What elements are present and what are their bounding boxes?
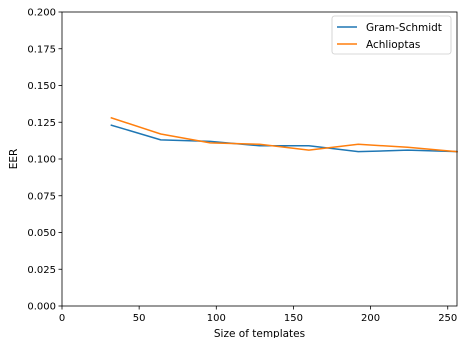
legend-box <box>331 15 452 55</box>
series-layer <box>110 116 458 153</box>
y-tick-label: 0.050 <box>27 228 56 239</box>
x-tick-label: 0 <box>59 313 65 324</box>
x-tick-label: 100 <box>207 313 226 324</box>
x-axis-label: Size of templates <box>214 328 305 338</box>
x-tick-label: 250 <box>438 313 457 324</box>
legend: Gram-Schmidt Achlioptas <box>331 15 452 55</box>
series-line-gram-schmidt <box>110 124 458 153</box>
plot-area <box>62 12 457 306</box>
y-tick-label: 0.175 <box>27 44 56 55</box>
y-tick-label: 0.025 <box>27 265 56 276</box>
series-line-achlioptas <box>110 116 458 153</box>
legend-label-gram-schmidt: Gram-Schmidt <box>366 22 442 34</box>
y-tick-label: 0.150 <box>27 81 56 92</box>
axes-layer: 0 50 100 150 200 250 0.000 0.025 0.050 0.075 0.100… <box>8 8 458 338</box>
y-tick-label: 0.125 <box>27 118 56 129</box>
y-tick-label: 0.100 <box>27 155 56 166</box>
y-axis-label: EER <box>8 149 20 170</box>
x-tick-label: 150 <box>284 313 303 324</box>
y-tick-label: 0.200 <box>27 8 56 19</box>
legend-label-achlioptas: Achlioptas <box>366 39 420 51</box>
x-tick-label: 200 <box>361 313 380 324</box>
plot-background <box>62 12 457 306</box>
x-tick-label: 50 <box>133 313 146 324</box>
y-tick-label: 0.075 <box>27 191 56 202</box>
y-tick-label: 0.000 <box>27 302 56 313</box>
